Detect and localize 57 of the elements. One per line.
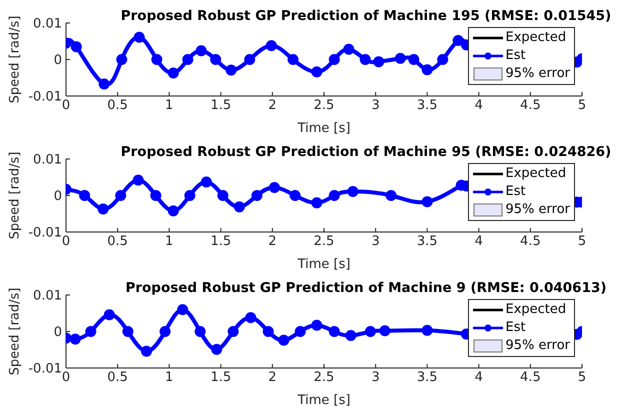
y-tick-label: 0: [54, 325, 62, 340]
x-tick-label: 4.5: [520, 98, 541, 114]
x-tick-label: 3.5: [416, 370, 438, 386]
x-tick-label: 1.5: [210, 370, 232, 386]
x-axis-title: Time [s]: [296, 121, 350, 136]
x-tick-label: 3: [371, 234, 380, 250]
y-tick-label: 0: [54, 53, 62, 68]
y-axis-title: Speed [rad/s]: [8, 152, 23, 240]
x-tick-label: 3: [371, 370, 380, 386]
x-tick-label: 1: [165, 234, 174, 250]
y-axis-title: Speed [rad/s]: [8, 16, 23, 104]
x-tick-label: 2: [268, 370, 277, 386]
x-tick-label: 2.5: [314, 370, 334, 386]
y-tick-label: -0.01: [28, 90, 62, 105]
x-tick-label: 4: [474, 98, 483, 114]
x-tick-label: 2.5: [314, 234, 334, 250]
legend-label: 95% error: [506, 201, 570, 219]
legend-label: 95% error: [506, 65, 570, 83]
legend-label: Expected: [506, 29, 566, 47]
x-tick-label: 5: [578, 234, 586, 250]
x-tick-label: 1.5: [210, 234, 232, 250]
legend-label: Est: [506, 319, 526, 337]
x-tick-label: 0.5: [107, 370, 128, 386]
x-tick-label: 2.5: [314, 98, 334, 114]
x-tick-label: 4: [474, 370, 483, 386]
x-tick-label: 2: [268, 98, 277, 114]
y-tick-label: 0.01: [33, 152, 62, 168]
x-tick-label: 0.5: [107, 98, 128, 114]
x-tick-label: 3.5: [416, 98, 438, 114]
legend-label: Expected: [506, 165, 566, 183]
x-tick-label: 4: [474, 234, 483, 250]
chart-title: Proposed Robust GP Prediction of Machine 195 (RMSE: 0.01545): [120, 8, 612, 24]
x-tick-label: 4.5: [520, 234, 541, 250]
x-tick-label: 1.5: [210, 98, 232, 114]
legend-label: Expected: [506, 301, 566, 319]
y-tick-label: 0: [54, 189, 62, 204]
x-axis-title: Time [s]: [296, 257, 350, 272]
legend-label: Est: [506, 47, 526, 65]
x-tick-label: 3.5: [416, 234, 438, 250]
x-tick-label: 1: [165, 370, 174, 386]
x-tick-label: 1: [165, 98, 174, 114]
x-tick-label: 4.5: [520, 370, 541, 386]
chart-title: Proposed Robust GP Prediction of Machine 9 (RMSE: 0.040613): [125, 280, 607, 296]
x-tick-label: 5: [578, 370, 586, 386]
legend-label: 95% error: [506, 337, 570, 355]
chart-title: Proposed Robust GP Prediction of Machine 95 (RMSE: 0.024826): [120, 144, 612, 160]
y-tick-label: -0.01: [28, 362, 62, 377]
x-tick-label: 5: [578, 98, 586, 114]
x-tick-label: 0.5: [107, 234, 128, 250]
x-tick-label: 2: [268, 234, 277, 250]
x-tick-label: 3: [371, 98, 380, 114]
legend-label: Est: [506, 183, 526, 201]
y-tick-label: 0.01: [33, 16, 62, 32]
y-tick-label: -0.01: [28, 226, 62, 241]
y-tick-label: 0.01: [33, 288, 62, 304]
y-axis-title: Speed [rad/s]: [8, 288, 23, 376]
x-axis-title: Time [s]: [296, 393, 350, 408]
